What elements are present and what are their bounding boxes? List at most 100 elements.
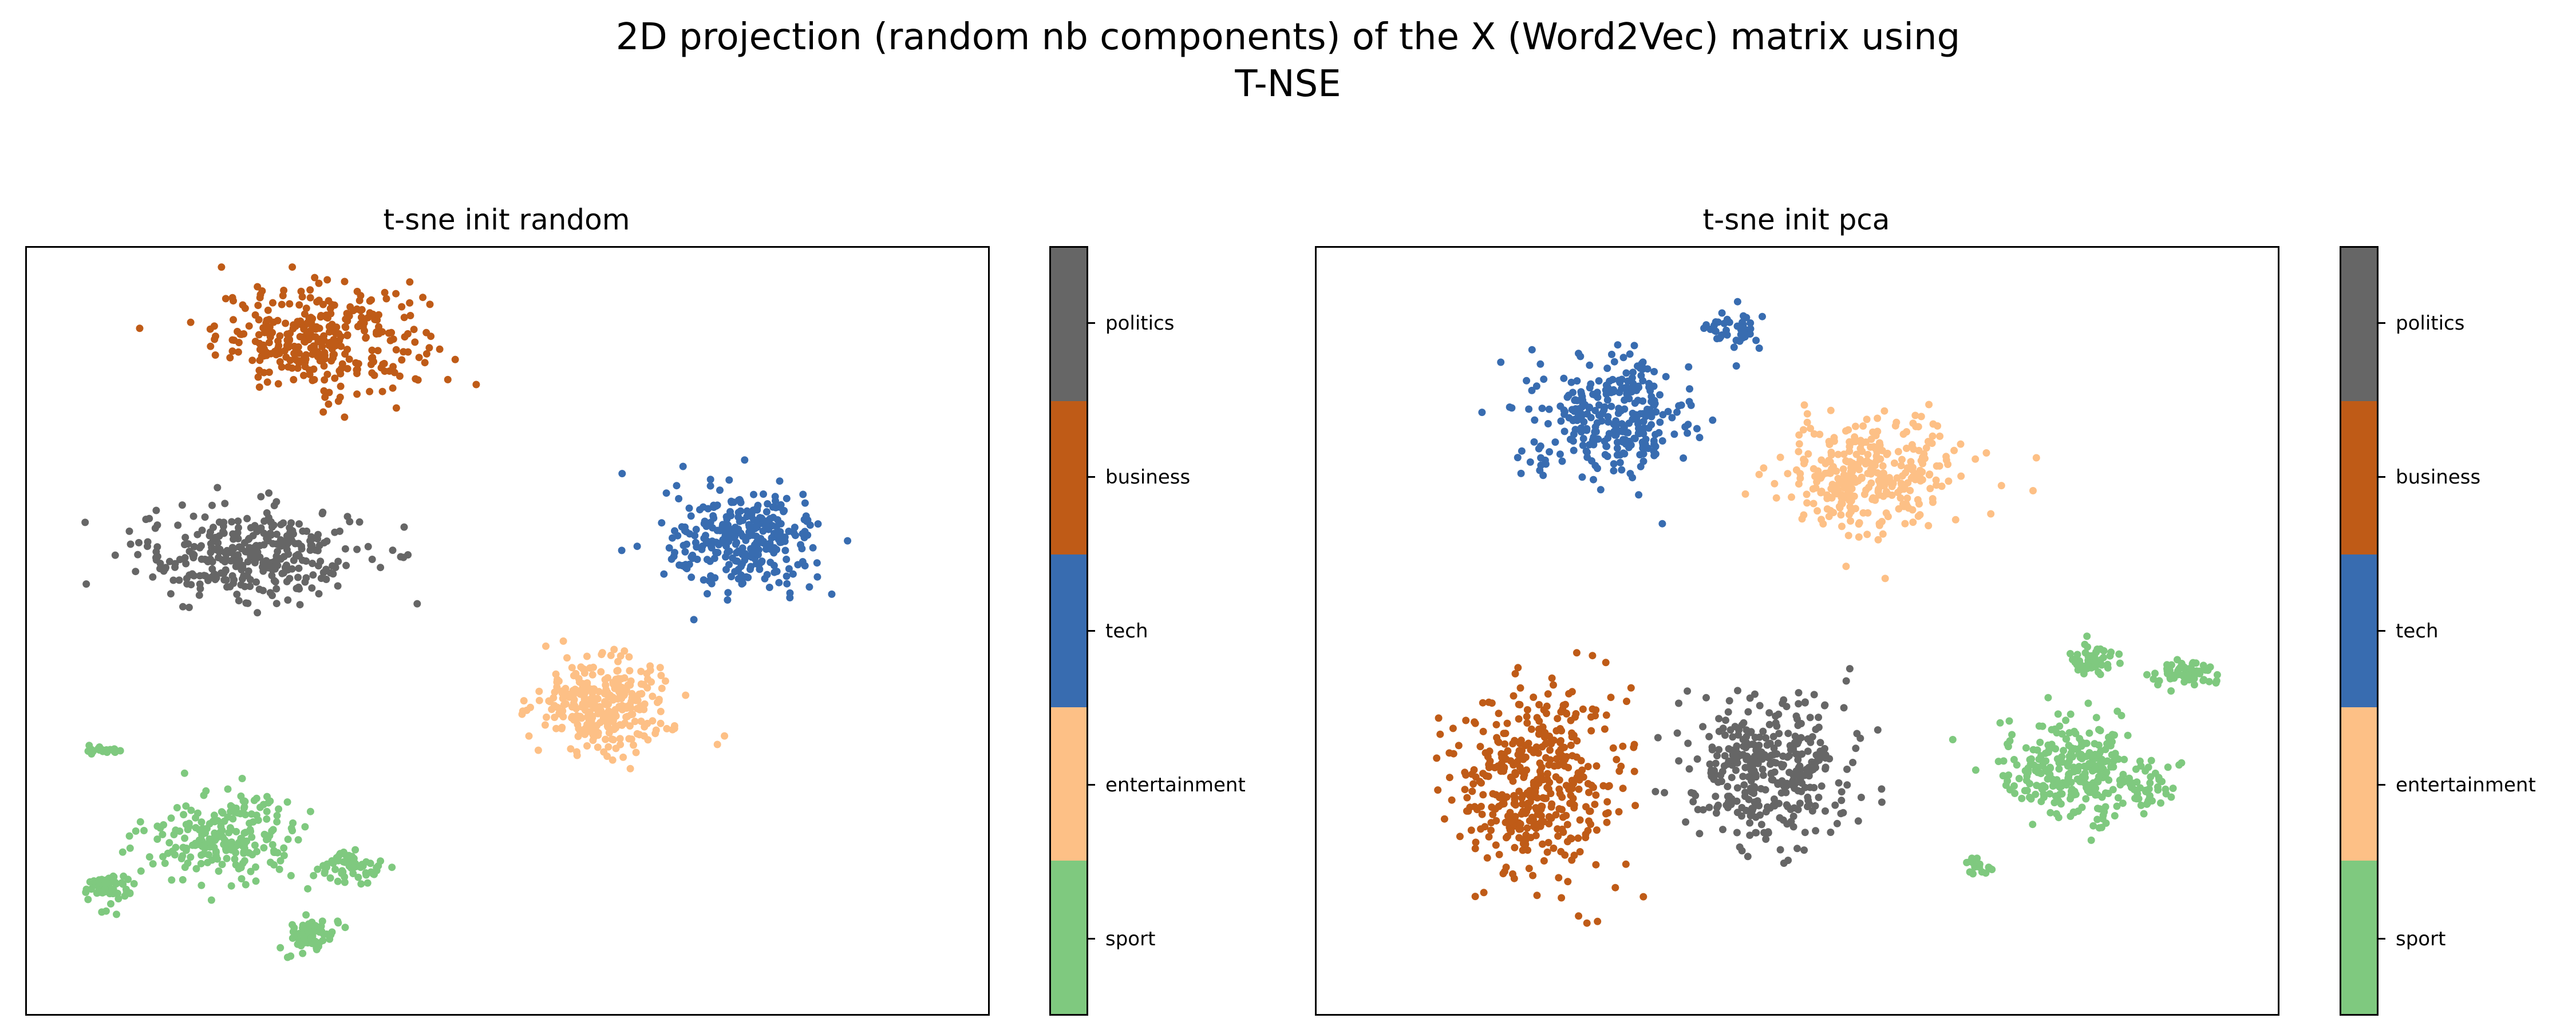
point-business-t-sne-init-pca-c3-202 [1479, 791, 1487, 799]
point-sport-t-sne-init-random-c4-212 [252, 811, 260, 819]
point-business-t-sne-init-random-c0-198 [245, 322, 253, 330]
point-tech-t-sne-init-pca-c0-94 [1629, 369, 1637, 377]
point-sport-t-sne-init-random-c5-59 [362, 869, 370, 877]
point-sport-t-sne-init-pca-c5-17 [2164, 763, 2172, 771]
point-sport-t-sne-init-pca-c5-139 [2015, 775, 2023, 783]
colorbar-label-business: business [1105, 465, 1191, 489]
point-business-t-sne-init-pca-c3-301 [1462, 716, 1470, 724]
point-entertainment-t-sne-init-pca-c2-237 [1837, 511, 1845, 519]
point-tech-t-sne-init-pca-c1-32 [1718, 331, 1726, 339]
point-entertainment-t-sne-init-pca-c2-262 [1874, 427, 1882, 435]
point-sport-t-sne-init-random-c6-45 [318, 917, 326, 925]
point-business-t-sne-init-pca-c3-152 [1575, 912, 1583, 920]
point-entertainment-t-sne-init-pca-c2-52 [1925, 522, 1933, 530]
point-business-t-sne-init-pca-c3-214 [1630, 767, 1638, 775]
point-business-t-sne-init-random-c0-324 [370, 358, 378, 366]
point-business-t-sne-init-pca-c3-286 [1592, 791, 1600, 799]
point-sport-t-sne-init-random-c4-177 [280, 844, 288, 852]
point-business-t-sne-init-pca-c3-334 [1605, 782, 1613, 790]
point-tech-t-sne-init-pca-c0-257 [1583, 426, 1591, 434]
point-entertainment-t-sne-init-pca-c2-127 [1795, 480, 1803, 488]
point-sport-t-sne-init-random-c8-8 [85, 742, 93, 750]
point-tech-t-sne-init-random-c2-143 [783, 580, 791, 588]
point-tech-t-sne-init-pca-c0-35 [1518, 447, 1526, 455]
point-business-t-sne-init-random-c0-264 [373, 328, 381, 336]
point-politics-t-sne-init-random-c1-243 [296, 601, 304, 609]
point-sport-t-sne-init-random-c4-114 [289, 819, 297, 827]
point-politics-t-sne-init-pca-c4-297 [1752, 773, 1760, 781]
point-entertainment-t-sne-init-random-c3-161 [637, 667, 645, 675]
point-sport-t-sne-init-pca-c5-98 [2093, 805, 2101, 813]
point-sport-t-sne-init-pca-c5-143 [2076, 735, 2084, 743]
point-politics-t-sne-init-pca-c4-245 [1654, 734, 1662, 742]
point-entertainment-t-sne-init-pca-c2-251 [1982, 449, 1990, 457]
point-business-t-sne-init-pca-c3-249 [1543, 702, 1551, 710]
point-tech-t-sne-init-pca-c0-202 [1647, 393, 1656, 401]
point-entertainment-t-sne-init-random-c3-31 [607, 651, 615, 659]
point-business-t-sne-init-random-c0-144 [410, 326, 418, 334]
point-business-t-sne-init-random-c0-268 [230, 316, 237, 324]
point-politics-t-sne-init-random-c1-224 [239, 564, 247, 572]
point-politics-t-sne-init-pca-c4-25 [1797, 734, 1805, 742]
point-business-t-sne-init-pca-c3-228 [1555, 874, 1563, 882]
point-sport-t-sne-init-pca-c6-23 [2106, 652, 2114, 660]
point-entertainment-t-sne-init-pca-c2-263 [1863, 415, 1871, 423]
point-tech-t-sne-init-pca-c0-120 [1536, 360, 1544, 368]
point-business-t-sne-init-pca-c3-196 [1576, 848, 1584, 855]
point-sport-t-sne-init-random-c4-8 [165, 839, 173, 847]
point-business-t-sne-init-pca-c3-406 [1557, 708, 1565, 716]
point-tech-t-sne-init-pca-c1-30 [1723, 331, 1731, 339]
point-business-t-sne-init-random-c0-328 [274, 337, 282, 345]
point-entertainment-t-sne-init-random-c3-110 [626, 764, 634, 772]
point-tech-t-sne-init-pca-c0-254 [1619, 354, 1627, 362]
point-entertainment-t-sne-init-pca-c2-325 [1919, 459, 1927, 468]
point-tech-t-sne-init-random-c2-99 [692, 525, 700, 533]
point-sport-t-sne-init-pca-c6-46 [2088, 652, 2096, 660]
point-entertainment-t-sne-init-random-c3-224 [626, 667, 634, 675]
point-sport-t-sne-init-random-c4-64 [187, 806, 195, 814]
point-politics-t-sne-init-pca-c4-276 [1710, 775, 1718, 783]
point-politics-t-sne-init-pca-c4-148 [1808, 807, 1816, 815]
point-entertainment-t-sne-init-random-c3-212 [573, 751, 581, 759]
point-business-t-sne-init-pca-c3-178 [1495, 850, 1503, 858]
point-tech-t-sne-init-pca-c0-242 [1616, 379, 1624, 387]
point-business-t-sne-init-random-c0-323 [303, 328, 311, 336]
point-business-t-sne-init-random-c0-293 [295, 359, 303, 367]
point-business-t-sne-init-pca-c3-108 [1607, 694, 1615, 702]
point-business-t-sne-init-pca-c3-380 [1463, 807, 1471, 815]
point-business-t-sne-init-pca-c3-300 [1587, 713, 1595, 721]
point-sport-t-sne-init-random-c7-54 [98, 889, 106, 897]
point-politics-t-sne-init-random-c1-148 [243, 514, 251, 522]
point-entertainment-t-sne-init-pca-c2-255 [1875, 439, 1883, 447]
point-politics-t-sne-init-random-c1-121 [400, 523, 408, 531]
point-tech-t-sne-init-random-c2-237 [700, 576, 708, 584]
point-politics-t-sne-init-random-c1-251 [246, 576, 254, 584]
point-entertainment-t-sne-init-pca-c2-295 [1826, 441, 1834, 449]
point-sport-t-sne-init-random-c4-25 [197, 859, 205, 867]
point-sport-t-sne-init-random-c6-57 [341, 924, 349, 932]
point-politics-t-sne-init-random-c1-315 [240, 572, 248, 580]
point-politics-t-sne-init-pca-c4-218 [1793, 740, 1801, 748]
point-politics-t-sne-init-pca-c4-197 [1840, 704, 1848, 712]
point-tech-t-sne-init-random-c2-283 [685, 560, 693, 568]
point-politics-t-sne-init-pca-c4-337 [1734, 687, 1741, 695]
point-entertainment-t-sne-init-pca-c2-9 [1847, 517, 1855, 525]
point-entertainment-t-sne-init-pca-c2-239 [1942, 453, 1950, 461]
point-business-t-sne-init-random-c0-91 [248, 356, 256, 365]
point-politics-t-sne-init-pca-c4-281 [1772, 712, 1780, 720]
point-business-t-sne-init-pca-c3-199 [1519, 846, 1527, 854]
point-tech-t-sne-init-pca-c0-50 [1622, 369, 1630, 377]
point-sport-t-sne-init-random-c5-52 [323, 863, 330, 871]
point-politics-t-sne-init-pca-c4-176 [1706, 760, 1714, 768]
point-entertainment-t-sne-init-pca-c2-275 [1890, 459, 1898, 467]
point-entertainment-t-sne-init-random-c3-262 [602, 682, 610, 689]
point-business-t-sne-init-pca-c3-392 [1542, 754, 1550, 762]
point-sport-t-sne-init-random-c5-46 [328, 857, 336, 865]
point-business-t-sne-init-random-c0-320 [354, 360, 362, 368]
point-tech-t-sne-init-random-c2-185 [678, 523, 686, 531]
point-politics-t-sne-init-random-c1-266 [252, 545, 260, 553]
point-sport-t-sne-init-random-c4-135 [301, 823, 309, 831]
point-entertainment-t-sne-init-pca-c2-80 [1859, 422, 1867, 430]
point-business-t-sne-init-random-c0-313 [330, 350, 338, 358]
point-business-t-sne-init-random-c0-253 [392, 346, 400, 354]
